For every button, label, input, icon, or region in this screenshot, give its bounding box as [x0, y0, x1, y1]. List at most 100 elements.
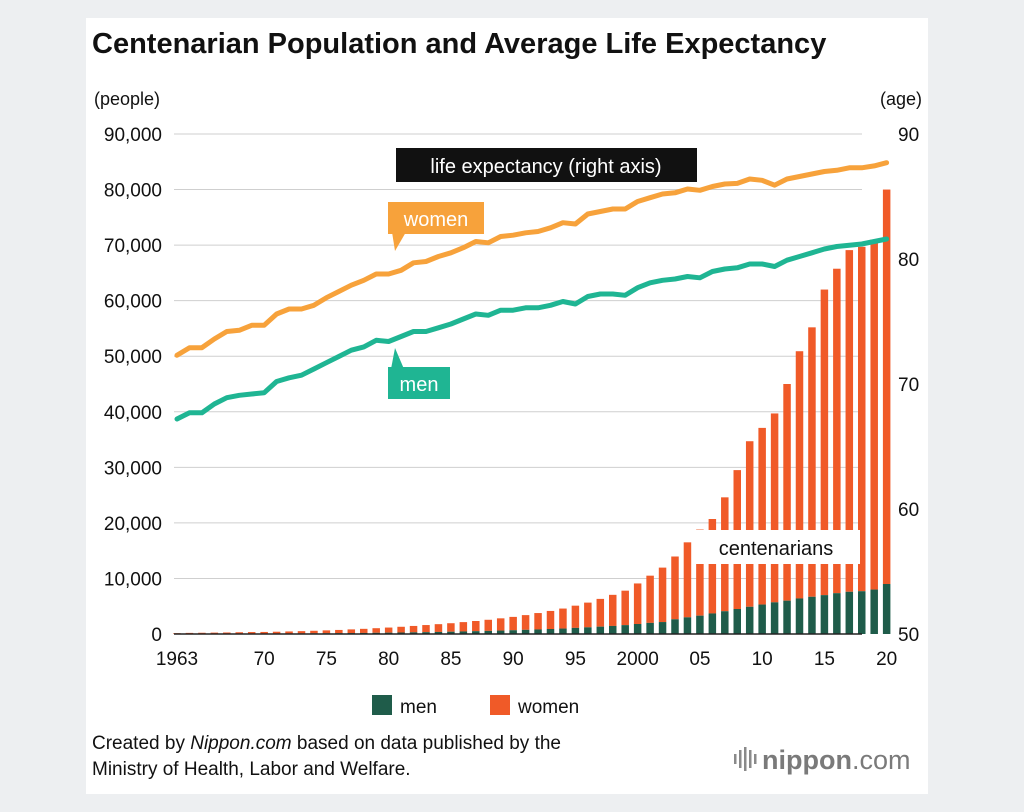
bar-women-1984: [434, 624, 443, 632]
bar-women-2012: [783, 384, 791, 601]
bar-men-1983: [422, 632, 430, 634]
x-tick-label: 10: [752, 649, 773, 670]
left-tick-label: 10,000: [104, 569, 162, 590]
gridlines: [174, 133, 862, 579]
bar-women-1983: [422, 625, 430, 633]
logo-main: nippon: [762, 745, 852, 775]
bar-men-2014: [808, 596, 816, 634]
bar-women-1975: [322, 630, 331, 634]
x-axis-ticks: 1963 70 75 80 85 90 95 2000 05 10 15 20: [156, 649, 897, 670]
credit-prefix: Created by: [92, 733, 190, 754]
left-tick-label: 70,000: [104, 236, 162, 257]
bar-men-2004: [683, 617, 692, 634]
left-tick-label: 60,000: [104, 292, 162, 313]
bar-men-2001: [646, 622, 654, 634]
bar-women-2018: [858, 246, 866, 592]
bar-men-1982: [409, 632, 418, 634]
bar-women-1996: [584, 602, 592, 628]
bar-women-2016: [833, 268, 841, 594]
life-expectancy-callout-box: [396, 148, 697, 182]
bar-women-2002: [658, 567, 667, 623]
x-tick-label: 95: [565, 649, 586, 670]
bar-men-1993: [546, 629, 555, 634]
legend: men women: [372, 695, 579, 718]
bar-men-1987: [472, 631, 480, 634]
bar-men-1992: [534, 629, 542, 634]
bar-women-1980: [384, 627, 393, 633]
nippon-logo: nippon.com: [734, 745, 911, 775]
bar-men-2015: [820, 595, 829, 634]
women-callout-box: [388, 202, 484, 234]
bar-women-1972: [285, 631, 293, 634]
bar-women-1982: [409, 625, 418, 633]
bar-women-1979: [372, 628, 380, 633]
bar-women-1990: [509, 616, 517, 631]
logo-dot: .: [852, 745, 860, 775]
men-callout: men: [388, 348, 450, 399]
life-expectancy-lines: [174, 160, 890, 422]
bar-women-2019: [870, 239, 878, 590]
bar-women-1973: [297, 631, 306, 634]
women-callout: women: [388, 202, 484, 251]
bar-men-2008: [733, 609, 741, 634]
bar-women-1989: [496, 618, 505, 631]
right-tick-label: 60: [898, 500, 919, 521]
x-tick-label: 80: [378, 649, 399, 670]
legend-swatch-men: [372, 695, 392, 715]
centenarians-callout: centenarians: [693, 530, 860, 564]
bar-women-1969: [247, 632, 256, 634]
bar-men-1990: [509, 630, 517, 634]
bar-men-2007: [721, 611, 729, 634]
bar-men-2000: [633, 624, 642, 634]
nippon-bars-icon: [734, 747, 757, 771]
bar-men-2013: [795, 598, 804, 634]
bar-women-1994: [559, 608, 567, 629]
bar-women-2020: [882, 189, 891, 585]
bar-women-1967: [223, 632, 231, 634]
source-credit-line-2: Ministry of Health, Labor and Welfare.: [92, 759, 411, 780]
bar-women-2017: [845, 250, 854, 592]
x-tick-label: 85: [440, 649, 461, 670]
bar-men-2005: [696, 615, 704, 634]
life-expectancy-callout-label: life expectancy (right axis): [430, 156, 661, 178]
bar-men-2011: [770, 602, 779, 634]
nippon-logo-text: nippon.com: [762, 745, 911, 775]
bar-women-1970: [260, 631, 268, 634]
bar-men-1997: [596, 626, 605, 634]
bar-women-1995: [571, 605, 580, 628]
bar-men-2016: [833, 593, 841, 634]
bar-women-1988: [484, 619, 492, 631]
bar-women-1977: [347, 629, 356, 634]
bar-women-2014: [808, 327, 816, 597]
left-axis-ticks: 0 10,000 20,000 30,000 40,000 50,000 60,000 70,…: [104, 125, 162, 646]
right-tick-label: 70: [898, 375, 919, 396]
bar-women-2003: [671, 556, 679, 620]
bar-women-2005: [696, 529, 704, 616]
men-callout-box: [388, 367, 450, 399]
bar-men-1988: [484, 630, 492, 634]
bar-women-1991: [521, 615, 530, 630]
x-tick-label: 75: [316, 649, 337, 670]
bar-women-2010: [758, 427, 766, 605]
credit-brand: Nippon.com: [190, 733, 291, 754]
bar-women-1987: [472, 621, 480, 632]
bar-men-2009: [745, 606, 754, 634]
x-tick-label: 1963: [156, 649, 198, 670]
bar-women-1993: [546, 610, 555, 629]
bar-men-2017: [845, 591, 854, 634]
bar-men-1991: [521, 629, 530, 634]
bar-women-1966: [210, 632, 219, 634]
legend-swatch-women: [490, 695, 510, 715]
bar-men-2019: [870, 589, 878, 634]
bar-women-1986: [459, 622, 468, 632]
bar-women-1974: [310, 630, 318, 634]
left-axis-unit: (people): [94, 89, 160, 109]
bar-men-2006: [708, 613, 717, 634]
bar-men-2003: [671, 619, 679, 634]
logo-tld: com: [859, 745, 910, 775]
bar-women-2004: [683, 542, 692, 618]
bar-men-1985: [447, 631, 455, 634]
bar-men-1984: [434, 631, 443, 634]
bar-women-1985: [447, 623, 455, 632]
left-tick-label: 50,000: [104, 347, 162, 368]
